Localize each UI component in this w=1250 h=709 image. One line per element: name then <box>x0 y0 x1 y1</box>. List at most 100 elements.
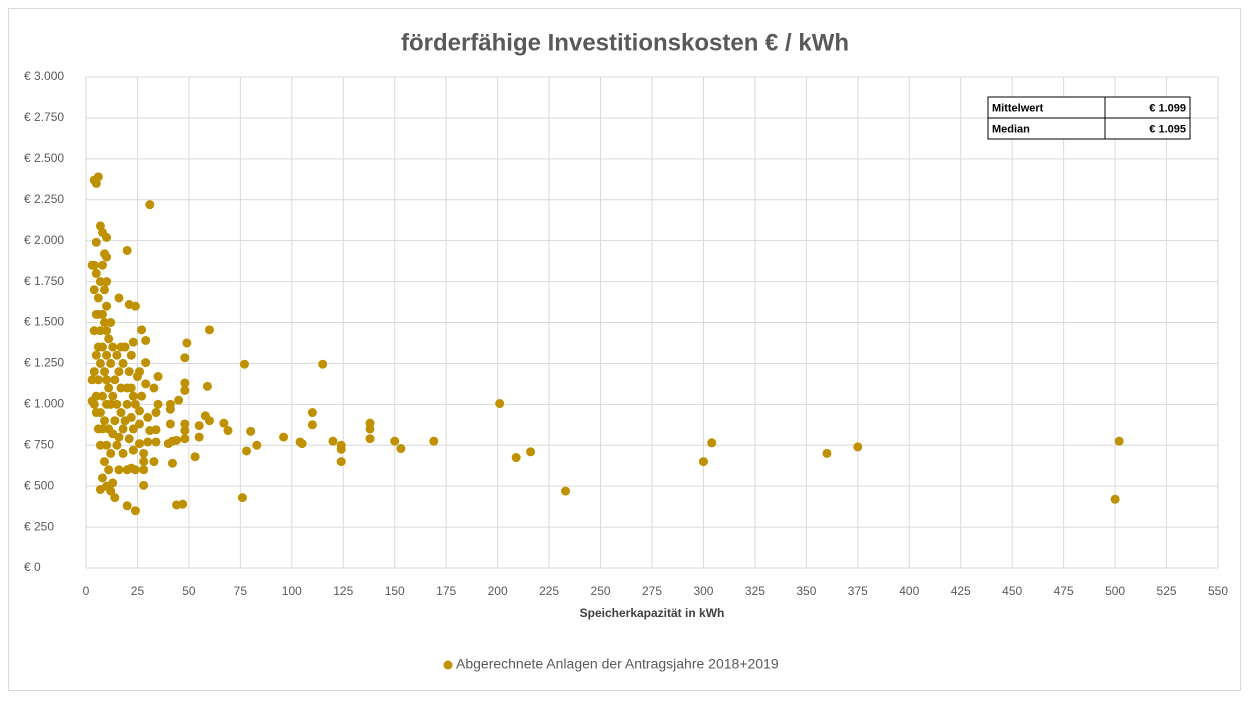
x-tick-label: 400 <box>899 584 919 598</box>
point <box>145 426 155 436</box>
point <box>128 337 138 347</box>
point <box>116 342 126 352</box>
point <box>1110 494 1120 504</box>
point <box>135 419 145 429</box>
x-tick-label: 350 <box>796 584 816 598</box>
point <box>174 395 184 405</box>
point <box>167 458 177 468</box>
x-tick-label: 225 <box>539 584 559 598</box>
point <box>124 367 134 377</box>
point <box>511 453 521 463</box>
point <box>139 480 149 490</box>
point <box>128 424 138 434</box>
point <box>100 249 110 259</box>
point <box>137 325 147 335</box>
point <box>91 268 101 278</box>
point <box>328 436 338 446</box>
point <box>172 500 182 510</box>
point <box>141 336 151 346</box>
table-value: € 1.099 <box>1149 102 1186 114</box>
point <box>95 277 105 287</box>
point <box>106 318 116 327</box>
point <box>139 448 149 458</box>
point <box>180 426 190 436</box>
point <box>100 367 110 377</box>
point <box>112 399 122 409</box>
point <box>135 439 145 449</box>
point <box>104 383 114 393</box>
point <box>91 350 101 360</box>
point <box>204 325 214 335</box>
point <box>87 396 97 406</box>
point <box>104 465 114 475</box>
point <box>102 350 112 360</box>
y-tick-label: € 250 <box>24 519 54 533</box>
x-tick-label: 125 <box>333 584 353 598</box>
point <box>118 358 128 368</box>
point <box>97 391 107 401</box>
point <box>279 432 289 442</box>
point <box>116 383 126 393</box>
point <box>89 367 99 377</box>
point <box>180 353 190 363</box>
point <box>307 408 317 418</box>
point <box>118 448 128 458</box>
point <box>194 432 204 442</box>
point <box>151 408 161 418</box>
point <box>318 359 328 369</box>
x-tick-label: 75 <box>234 584 248 598</box>
point <box>95 440 105 450</box>
point <box>108 391 118 401</box>
point <box>93 293 103 303</box>
x-tick-label: 200 <box>488 584 508 598</box>
point <box>95 358 105 368</box>
point <box>87 260 97 270</box>
x-tick-label: 275 <box>642 584 662 598</box>
point <box>336 457 346 467</box>
point <box>112 350 122 360</box>
x-tick-label: 325 <box>745 584 765 598</box>
x-tick-label: 550 <box>1208 584 1228 598</box>
point <box>102 326 112 336</box>
point <box>100 318 110 327</box>
point <box>182 338 192 348</box>
point <box>180 385 190 395</box>
point <box>223 426 233 436</box>
point <box>239 359 249 369</box>
point <box>143 437 153 447</box>
point <box>100 285 110 295</box>
point <box>114 465 124 475</box>
point <box>102 301 112 311</box>
x-tick-label: 25 <box>131 584 145 598</box>
point <box>114 367 124 377</box>
point <box>365 424 375 434</box>
x-tick-label: 525 <box>1157 584 1177 598</box>
x-tick-label: 0 <box>83 584 90 598</box>
x-tick-label: 450 <box>1002 584 1022 598</box>
point <box>194 421 204 431</box>
point <box>122 465 132 475</box>
point <box>180 434 190 444</box>
point <box>153 399 163 409</box>
x-tick-label: 425 <box>951 584 971 598</box>
point <box>89 175 99 185</box>
point <box>100 416 110 426</box>
x-tick-label: 250 <box>591 584 611 598</box>
point <box>102 399 112 409</box>
x-tick-label: 375 <box>848 584 868 598</box>
point <box>237 493 247 503</box>
point <box>252 440 262 450</box>
point <box>202 381 212 391</box>
point <box>108 342 118 352</box>
point <box>149 457 159 467</box>
point <box>116 408 126 418</box>
point <box>429 436 439 446</box>
point <box>97 260 107 270</box>
y-tick-label: € 1.500 <box>24 315 64 329</box>
point <box>143 412 153 422</box>
point <box>97 473 107 483</box>
point <box>365 434 375 444</box>
point <box>93 375 103 385</box>
y-tick-label: € 500 <box>24 478 54 492</box>
legend-label: Abgerechnete Anlagen der Antragsjahre 20… <box>456 656 779 672</box>
